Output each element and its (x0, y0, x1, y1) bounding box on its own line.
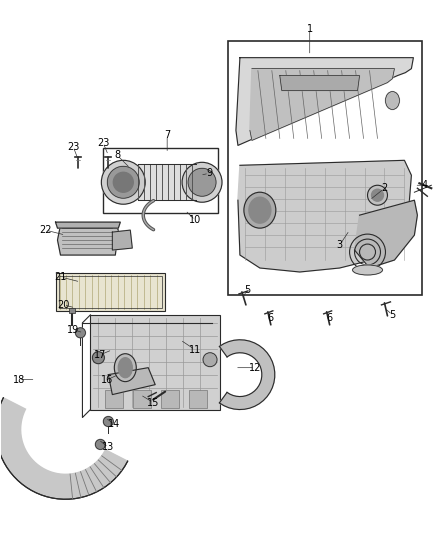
Circle shape (95, 439, 106, 449)
Ellipse shape (385, 92, 399, 109)
Circle shape (107, 166, 139, 198)
Text: 9: 9 (206, 168, 212, 179)
Bar (189, 390, 207, 408)
Circle shape (367, 185, 388, 205)
Bar (70, 308, 75, 313)
Bar (59, 276, 162, 308)
Ellipse shape (353, 265, 382, 275)
Text: 8: 8 (114, 150, 120, 160)
Circle shape (101, 160, 145, 204)
Bar (103, 148, 218, 213)
Text: 5: 5 (389, 310, 396, 320)
Text: 16: 16 (101, 375, 113, 385)
Bar (228, 41, 422, 295)
Polygon shape (56, 222, 120, 228)
Text: 6: 6 (327, 313, 333, 323)
Text: 14: 14 (108, 419, 120, 430)
Text: 20: 20 (57, 300, 70, 310)
Polygon shape (355, 200, 417, 268)
Text: 12: 12 (249, 362, 261, 373)
Ellipse shape (118, 358, 132, 378)
Ellipse shape (244, 192, 276, 228)
Polygon shape (57, 225, 118, 255)
Text: 4: 4 (421, 180, 427, 190)
Text: 7: 7 (164, 131, 170, 140)
Circle shape (188, 168, 216, 196)
Polygon shape (250, 69, 395, 140)
Ellipse shape (249, 197, 271, 223)
Bar (161, 390, 179, 408)
Circle shape (203, 353, 217, 367)
Circle shape (371, 189, 384, 201)
Polygon shape (236, 58, 413, 146)
Text: 21: 21 (54, 272, 67, 282)
Text: 13: 13 (102, 442, 114, 453)
Circle shape (182, 163, 222, 202)
Text: 10: 10 (189, 215, 201, 225)
Ellipse shape (114, 354, 136, 382)
Bar (133, 390, 151, 408)
Polygon shape (108, 368, 155, 394)
Polygon shape (0, 398, 127, 499)
Text: 15: 15 (147, 398, 159, 408)
Text: 23: 23 (67, 142, 80, 152)
Circle shape (103, 416, 113, 426)
Circle shape (92, 352, 104, 364)
Text: 5: 5 (244, 285, 250, 295)
Text: 1: 1 (307, 24, 313, 34)
Text: 18: 18 (13, 375, 25, 385)
Bar (56, 273, 165, 311)
Polygon shape (112, 230, 132, 250)
Text: 3: 3 (336, 240, 343, 250)
Text: 11: 11 (189, 345, 201, 355)
Circle shape (75, 328, 85, 338)
Text: 23: 23 (97, 139, 110, 148)
Text: 22: 22 (39, 225, 52, 235)
Bar (90, 315, 220, 409)
Bar (106, 390, 124, 408)
Text: 17: 17 (94, 350, 106, 360)
Text: 6: 6 (268, 313, 274, 323)
Polygon shape (280, 76, 360, 91)
Text: 19: 19 (67, 325, 80, 335)
Circle shape (113, 172, 133, 192)
Polygon shape (238, 160, 411, 272)
Text: 2: 2 (381, 183, 388, 193)
Polygon shape (219, 340, 275, 409)
